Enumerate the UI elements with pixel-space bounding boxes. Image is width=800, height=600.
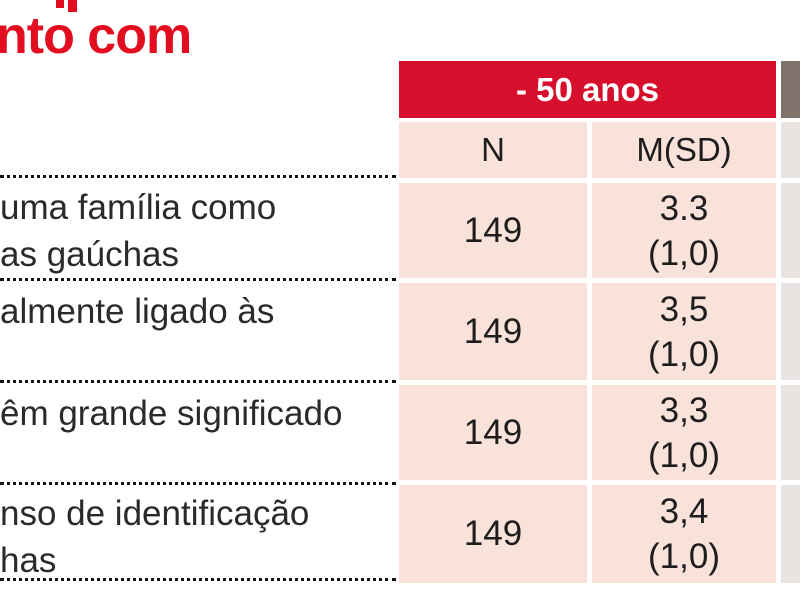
cell-n: 149 (399, 385, 587, 480)
row-label-line: nso de identificação (0, 494, 310, 533)
cell-msd: 3,3 (1,0) (592, 385, 776, 480)
cell-msd-sd: (1,0) (648, 435, 720, 475)
group-header-plus-50-anos-truncated (781, 61, 800, 118)
cell-msd: 3,4 (1,0) (592, 485, 776, 583)
dotted-separator (0, 482, 396, 485)
group-header-minus-50-anos: - 50 anos (399, 61, 776, 118)
cell-msd: 3,5 (1,0) (592, 283, 776, 380)
dotted-separator (0, 578, 396, 581)
cell-msd-mean: 3,5 (659, 289, 709, 329)
column-header-n: N (399, 122, 587, 178)
row-label-line: êm grande significado (0, 394, 343, 433)
dotted-separator (0, 175, 396, 178)
page-title: nto com (0, 7, 192, 65)
row-label: nso de identificação has (0, 490, 309, 584)
cell-truncated (781, 183, 800, 278)
row-label-line: almente ligado às (0, 292, 275, 331)
cell-msd-sd: (1,0) (648, 334, 720, 374)
group-header-label: - 50 anos (515, 70, 660, 108)
cell-n: 149 (399, 485, 587, 583)
cell-truncated (781, 385, 800, 480)
cell-msd-mean: 3,4 (659, 492, 709, 531)
truncated-glyph-fragment (68, 0, 77, 12)
cell-truncated (781, 485, 800, 583)
row-label: uma família como as gaúchas (0, 184, 276, 278)
row-label: almente ligado às (0, 288, 274, 335)
cell-msd-sd: (1,0) (648, 233, 720, 273)
cell-msd: 3.3 (1,0) (592, 183, 776, 278)
row-label: êm grande significado (0, 390, 342, 437)
dotted-separator (0, 278, 396, 281)
cell-msd-sd: (1,0) (648, 537, 720, 576)
cell-truncated (781, 283, 800, 380)
column-header-msd: M(SD) (592, 122, 776, 178)
row-label-line: as gaúchas (0, 235, 180, 274)
cell-msd-mean: 3,3 (659, 390, 709, 430)
truncated-glyph-fragment (56, 0, 64, 8)
row-label-line: uma família como (0, 188, 277, 227)
row-label-line: has (0, 541, 57, 580)
column-header-truncated (781, 122, 800, 178)
cell-n: 149 (399, 183, 587, 278)
cell-msd-mean: 3.3 (659, 188, 709, 228)
cell-n: 149 (399, 283, 587, 380)
dotted-separator (0, 380, 396, 383)
